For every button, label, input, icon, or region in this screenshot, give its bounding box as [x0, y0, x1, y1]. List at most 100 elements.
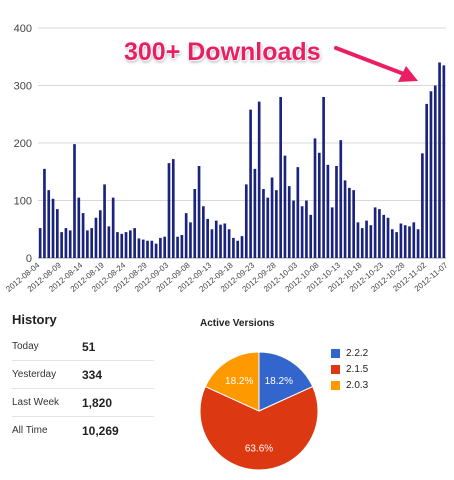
- bar: [159, 237, 162, 258]
- legend-label: 2.0.3: [346, 379, 369, 391]
- bar: [390, 229, 394, 258]
- bar: [146, 240, 149, 258]
- bar: [395, 232, 398, 258]
- bar: [262, 189, 265, 258]
- bar: [365, 220, 368, 258]
- history-value: 334: [82, 367, 103, 382]
- bar: [206, 218, 209, 258]
- bar: [287, 186, 291, 258]
- bar: [326, 164, 330, 258]
- bar: [408, 226, 411, 258]
- legend-item-2-0-3: 2.0.3: [331, 378, 368, 392]
- bar: [47, 190, 51, 258]
- bar: [300, 206, 304, 258]
- bar: [313, 138, 317, 258]
- bar: [184, 213, 188, 258]
- bar: [339, 140, 343, 258]
- history-row-yesterday: Yesterday 334: [12, 361, 154, 389]
- bar: [244, 184, 248, 258]
- bar: [322, 97, 325, 258]
- bar: [116, 232, 119, 258]
- pie-slice-label: 63.6%: [245, 444, 273, 455]
- history-row-today: Today 51: [12, 333, 154, 361]
- y-tick-label: 300: [14, 81, 32, 93]
- bar: [193, 189, 197, 258]
- bar: [249, 109, 252, 259]
- bar: [421, 153, 424, 258]
- history-value: 1,820: [82, 395, 113, 410]
- bar: [335, 166, 338, 258]
- bar: [171, 159, 175, 258]
- bar: [197, 166, 201, 258]
- bar: [90, 228, 94, 258]
- bar: [253, 168, 257, 258]
- downloads-callout: 300+ Downloads: [124, 38, 321, 66]
- bar: [270, 177, 274, 258]
- bar: [202, 206, 205, 258]
- legend-swatch: [331, 380, 340, 390]
- active-versions-panel: 18.2% 63.6% 18.2% Active Versions 2.2.2 2.…: [188, 318, 454, 480]
- bar: [403, 225, 407, 258]
- pie-slice-2-2-2: [258, 351, 314, 412]
- pie-slice-label: 18.2%: [265, 376, 293, 387]
- bar: [348, 187, 351, 258]
- bar: [442, 65, 446, 258]
- bar: [111, 197, 115, 258]
- bar: [240, 236, 244, 258]
- bar: [98, 210, 102, 258]
- bar: [433, 85, 437, 258]
- bar: [275, 190, 278, 258]
- legend-item-2-1-5: 2.1.5: [331, 362, 368, 376]
- bar: [94, 217, 98, 258]
- pie-slice-2-1-5: [199, 385, 319, 471]
- bar: [219, 224, 222, 258]
- bar: [305, 200, 308, 258]
- bar: [399, 223, 403, 258]
- history-label: Yesterday: [12, 369, 57, 380]
- pie-title: Active Versions: [200, 318, 275, 329]
- bar: [279, 97, 282, 258]
- history-row-all-time: All Time 10,269: [12, 417, 154, 444]
- pie-slice-label: 18.2%: [225, 376, 253, 387]
- bar: [86, 230, 89, 258]
- bar: [360, 228, 364, 258]
- pie-slice-2-0-3: [204, 351, 260, 412]
- bar: [330, 207, 334, 258]
- bar: [210, 229, 214, 258]
- callout-arrowhead: [398, 66, 418, 82]
- bar: [266, 197, 270, 258]
- bar: [386, 217, 390, 258]
- bar: [73, 144, 76, 258]
- bar: [412, 222, 416, 258]
- bar: [356, 222, 360, 258]
- bar: [343, 180, 347, 258]
- bar: [81, 213, 85, 258]
- bar: [214, 220, 218, 258]
- bar: [378, 209, 381, 258]
- bar: [163, 236, 167, 258]
- history-label: Last Week: [12, 397, 60, 408]
- bar: [373, 207, 377, 258]
- bar: [317, 152, 321, 258]
- y-tick-label: 100: [14, 196, 32, 208]
- bar: [154, 243, 158, 258]
- bar: [292, 200, 295, 258]
- callout-arrow: [334, 46, 406, 76]
- y-tick-label: 400: [14, 23, 32, 35]
- legend-label: 2.1.5: [346, 363, 369, 375]
- legend-swatch: [331, 364, 340, 374]
- bar: [189, 222, 192, 258]
- bar: [176, 236, 179, 258]
- history-label: Today: [12, 341, 39, 352]
- bar: [124, 232, 128, 258]
- bar: [51, 198, 55, 258]
- bar: [223, 223, 227, 258]
- bar: [232, 237, 235, 258]
- bar: [309, 214, 313, 258]
- active-versions-pie: 18.2% 63.6% 18.2%: [199, 351, 319, 471]
- y-tick-label: 200: [14, 138, 32, 150]
- bar: [236, 240, 240, 258]
- legend-label: 2.2.2: [346, 347, 369, 359]
- bar: [257, 101, 261, 258]
- bar: [77, 197, 81, 258]
